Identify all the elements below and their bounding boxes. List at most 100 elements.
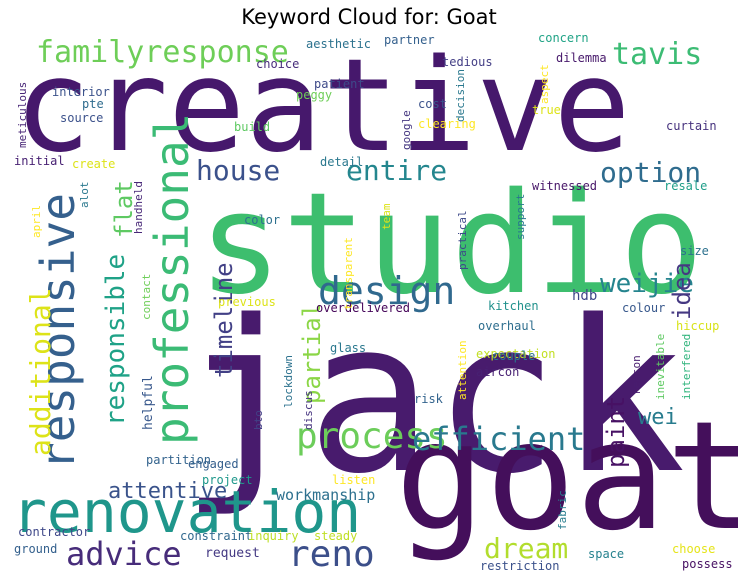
word-bto: bto xyxy=(252,410,265,430)
word-request: request xyxy=(205,546,260,561)
word-paint: paint xyxy=(602,396,630,468)
word-aspect: aspect xyxy=(538,64,551,104)
word-ground: ground xyxy=(14,542,57,556)
word-flat: flat xyxy=(110,180,138,238)
word-additional: additional xyxy=(24,287,57,456)
word-risk: risk xyxy=(414,392,444,406)
word-weijie: weijie xyxy=(600,269,694,299)
word-reno: reno xyxy=(288,534,375,575)
word-attentive: attentive xyxy=(108,479,227,504)
word-space: space xyxy=(588,547,624,561)
word-practical: practical xyxy=(456,210,469,270)
word-discus: discus xyxy=(302,390,315,430)
word-inquiry: inquiry xyxy=(248,529,299,543)
word-colour: colour xyxy=(622,301,665,315)
word-goat: goat xyxy=(395,390,738,564)
word-option: option xyxy=(600,156,701,189)
word-create: create xyxy=(72,157,115,171)
word-jack: jack xyxy=(180,275,686,520)
word-alot: alot xyxy=(78,182,91,209)
word-initial: initial xyxy=(14,154,65,168)
word-contractor: contractor xyxy=(18,525,90,539)
word-google: google xyxy=(400,110,413,150)
word-design: design xyxy=(318,269,455,313)
word-helpful: helpful xyxy=(141,375,156,430)
word-overhaul: overhaul xyxy=(478,319,536,333)
word-cost: cost xyxy=(418,97,447,111)
word-responsive: responsive xyxy=(31,193,85,470)
word-constraint: constraint xyxy=(180,529,252,543)
word-renovation: renovation xyxy=(12,478,361,546)
word-responsible: responsible xyxy=(101,254,131,426)
word-concern: concern xyxy=(538,31,589,45)
word-detail: detail xyxy=(320,155,363,169)
word-workmanship: workmanship xyxy=(276,486,375,504)
word-restriction: restriction xyxy=(480,559,559,573)
word-inevitable: inevitable xyxy=(654,334,667,400)
word-partition: partition xyxy=(146,453,211,467)
word-professional: professional xyxy=(145,113,199,445)
word-contact: contact xyxy=(140,274,153,320)
word-decision: decision xyxy=(454,69,467,122)
word-witnessed: witnessed xyxy=(532,179,597,193)
word-interfered: interfered xyxy=(680,334,693,400)
word-meticulous: meticulous xyxy=(16,82,29,148)
word-size: size xyxy=(680,244,709,258)
word-listen: listen xyxy=(332,473,375,487)
word-true: true xyxy=(532,103,561,117)
word-partner: partner xyxy=(384,33,435,47)
word-efficient: efficient xyxy=(412,420,585,458)
word-engaged: engaged xyxy=(188,457,239,471)
word-dilemma: dilemma xyxy=(556,51,607,65)
word-project: project xyxy=(202,473,253,487)
word-tavis: tavis xyxy=(612,37,702,72)
word-support: support xyxy=(514,194,527,240)
word-resale: resale xyxy=(664,179,707,193)
word-lockdown: lockdown xyxy=(282,355,295,408)
word-handheld: handheld xyxy=(132,181,145,234)
word-steady: steady xyxy=(314,529,357,543)
word-build: build xyxy=(234,120,270,134)
word-color: color xyxy=(244,213,280,227)
word-peggy: peggy xyxy=(296,88,332,102)
word-previous: previous xyxy=(218,295,276,309)
word-choice: choice xyxy=(256,57,299,71)
word-creative: creative xyxy=(14,32,631,181)
word-april: april xyxy=(30,205,43,238)
word-reason: reason xyxy=(630,355,643,395)
word-source: source xyxy=(60,111,103,125)
word-fabric: fabric xyxy=(556,490,569,530)
word-idea: idea xyxy=(668,262,696,320)
word-house: house xyxy=(196,154,280,187)
word-expectation: expectation xyxy=(476,347,555,361)
word-glass: glass xyxy=(330,341,366,355)
word-aircon: aircon xyxy=(476,365,519,379)
word-tedious: tedious xyxy=(442,55,493,69)
chart-title: Keyword Cloud for: Goat xyxy=(241,5,497,29)
word-timeline: timeline xyxy=(210,262,238,378)
word-hiccup: hiccup xyxy=(676,319,719,333)
word-partial: partial xyxy=(298,303,326,404)
word-transparent: transparent xyxy=(342,237,355,310)
word-patient: patient xyxy=(314,77,365,91)
word-curtain: curtain xyxy=(666,119,717,133)
word-clearing: clearing xyxy=(418,117,476,131)
word-wei: wei xyxy=(638,405,678,430)
word-overdelivered: overdelivered xyxy=(316,301,410,315)
word-advice: advice xyxy=(66,535,182,573)
word-hdb: hdb xyxy=(572,288,597,304)
word-aesthetic: aesthetic xyxy=(306,37,371,51)
word-familyresponse: familyresponse xyxy=(36,35,289,70)
word-team: team xyxy=(380,203,393,230)
word-interior: interior xyxy=(52,85,110,99)
word-entire: entire xyxy=(346,154,447,187)
word-couple: couple xyxy=(492,349,535,363)
word-dream: dream xyxy=(484,532,568,565)
word-choose: choose xyxy=(672,542,715,556)
word-process: process xyxy=(296,416,448,457)
word-studio: studio xyxy=(198,163,704,326)
word-pte: pte xyxy=(82,97,104,111)
word-kitchen: kitchen xyxy=(488,299,539,313)
word-possess: possess xyxy=(682,557,733,571)
